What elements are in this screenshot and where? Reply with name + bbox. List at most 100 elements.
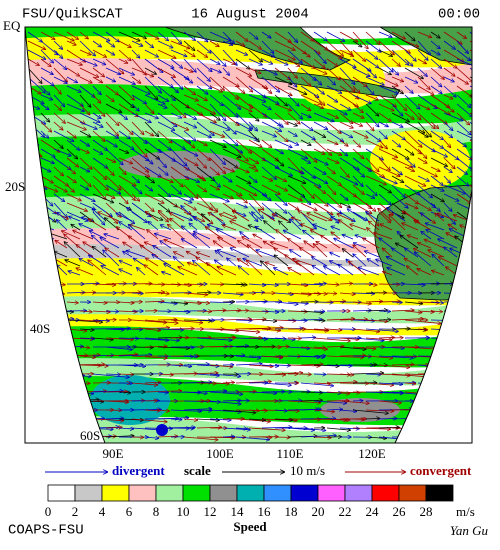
wind-arrow: [235, 67, 252, 77]
wind-arrow: [339, 157, 360, 170]
wind-arrow: [40, 67, 54, 75]
wind-arrow: [66, 130, 77, 138]
wind-arrow: [79, 166, 90, 173]
wind-arrow: [378, 40, 395, 55]
wind-arrow: [469, 382, 472, 386]
wind-arrow: [217, 237, 237, 249]
wind-arrow: [248, 175, 257, 183]
wind-arrow: [128, 224, 146, 240]
wind-arrow: [40, 112, 50, 122]
lat-label: 40S: [30, 321, 50, 336]
wind-arrow: [443, 76, 455, 82]
wind-arrow: [183, 130, 196, 141]
wind-arrow: [417, 243, 432, 249]
wind-arrow: [352, 211, 368, 221]
wind-arrow: [443, 40, 456, 49]
colorbar-box: [236, 484, 265, 502]
colorbar-box: [74, 484, 103, 502]
wind-arrow: [430, 103, 451, 115]
wind-arrow: [196, 175, 206, 181]
wind-arrow: [261, 184, 281, 195]
speed-band: [25, 296, 472, 324]
wind-arrow: [339, 148, 348, 156]
wind-arrow: [417, 40, 431, 55]
wind-arrow: [157, 139, 171, 150]
speed-label: Speed: [233, 519, 267, 534]
wind-arrow: [443, 121, 453, 131]
wind-arrow: [79, 121, 97, 129]
wind-arrow: [98, 212, 120, 222]
wind-arrow: [235, 130, 258, 140]
wind-arrow: [251, 212, 263, 222]
wind-arrow: [105, 148, 123, 165]
wind-arrow: [118, 166, 126, 175]
wind-arrow: [287, 94, 299, 106]
wind-arrow: [186, 250, 198, 258]
wind-arrow: [118, 157, 133, 164]
wind-arrow: [456, 31, 467, 39]
wind-arrow: [469, 211, 472, 222]
wind-arrow: [430, 40, 440, 49]
wind-arrow: [118, 85, 135, 100]
wind-arrow: [66, 103, 85, 112]
wind-arrow: [365, 58, 379, 68]
wind-arrow: [235, 40, 245, 46]
wind-arrow: [287, 121, 298, 126]
wind-arrow: [378, 67, 392, 75]
wind-arrow: [92, 31, 110, 42]
wind-arrow: [209, 85, 223, 92]
wind-arrow: [443, 112, 463, 121]
wind-arrow: [64, 241, 81, 258]
wind-arrow: [27, 40, 46, 50]
footer-left: COAPS-FSU: [8, 523, 84, 539]
wind-arrow: [313, 112, 335, 122]
wind-arrow: [443, 49, 464, 62]
colorbar-box: [209, 484, 238, 502]
wind-arrow: [274, 175, 287, 182]
wind-arrow: [27, 67, 42, 84]
wind-arrow: [235, 31, 248, 42]
wind-arrow: [131, 40, 143, 46]
wind-arrow: [92, 67, 105, 77]
wind-arrow: [331, 232, 341, 240]
wind-arrow: [469, 372, 472, 375]
wind-arrow: [365, 202, 376, 211]
wind-arrow: [339, 31, 358, 42]
wind-arrow: [79, 130, 91, 137]
wind-arrow: [118, 222, 133, 231]
wind-arrow: [313, 103, 324, 109]
wind-arrow: [261, 85, 272, 94]
wind-arrow: [157, 202, 170, 212]
wind-arrow: [430, 31, 440, 38]
wind-arrow: [160, 241, 172, 249]
wind-arrow: [183, 31, 196, 41]
speed-patch: [320, 398, 400, 422]
wind-arrow: [131, 293, 144, 294]
wind-arrow: [27, 76, 46, 93]
wind-arrow: [430, 85, 442, 94]
wind-arrow: [196, 58, 212, 72]
wind-arrow: [365, 211, 380, 222]
wind-arrow: [144, 85, 158, 100]
wind-arrow: [443, 31, 462, 44]
wind-arrow: [183, 67, 193, 72]
footer-right: Yan Gu: [450, 523, 489, 538]
wind-arrow: [261, 121, 282, 132]
wind-arrow: [352, 76, 367, 87]
wind-arrow: [105, 94, 114, 102]
wind-arrow: [326, 112, 339, 118]
wind-arrow: [170, 148, 187, 166]
wind-arrow: [456, 103, 472, 117]
wind-arrow: [248, 40, 262, 49]
wind-arrow: [92, 103, 105, 117]
wind-arrow: [105, 40, 115, 47]
wind-arrow: [313, 243, 328, 258]
wind-arrow: [222, 31, 235, 44]
wind-arrow: [274, 130, 288, 142]
wind-arrow: [118, 58, 128, 63]
wind-arrow: [426, 229, 445, 240]
wind-arrow: [300, 224, 315, 231]
wind-arrow: [373, 232, 393, 240]
wind-arrow: [158, 210, 172, 222]
wind-arrow: [300, 76, 311, 86]
